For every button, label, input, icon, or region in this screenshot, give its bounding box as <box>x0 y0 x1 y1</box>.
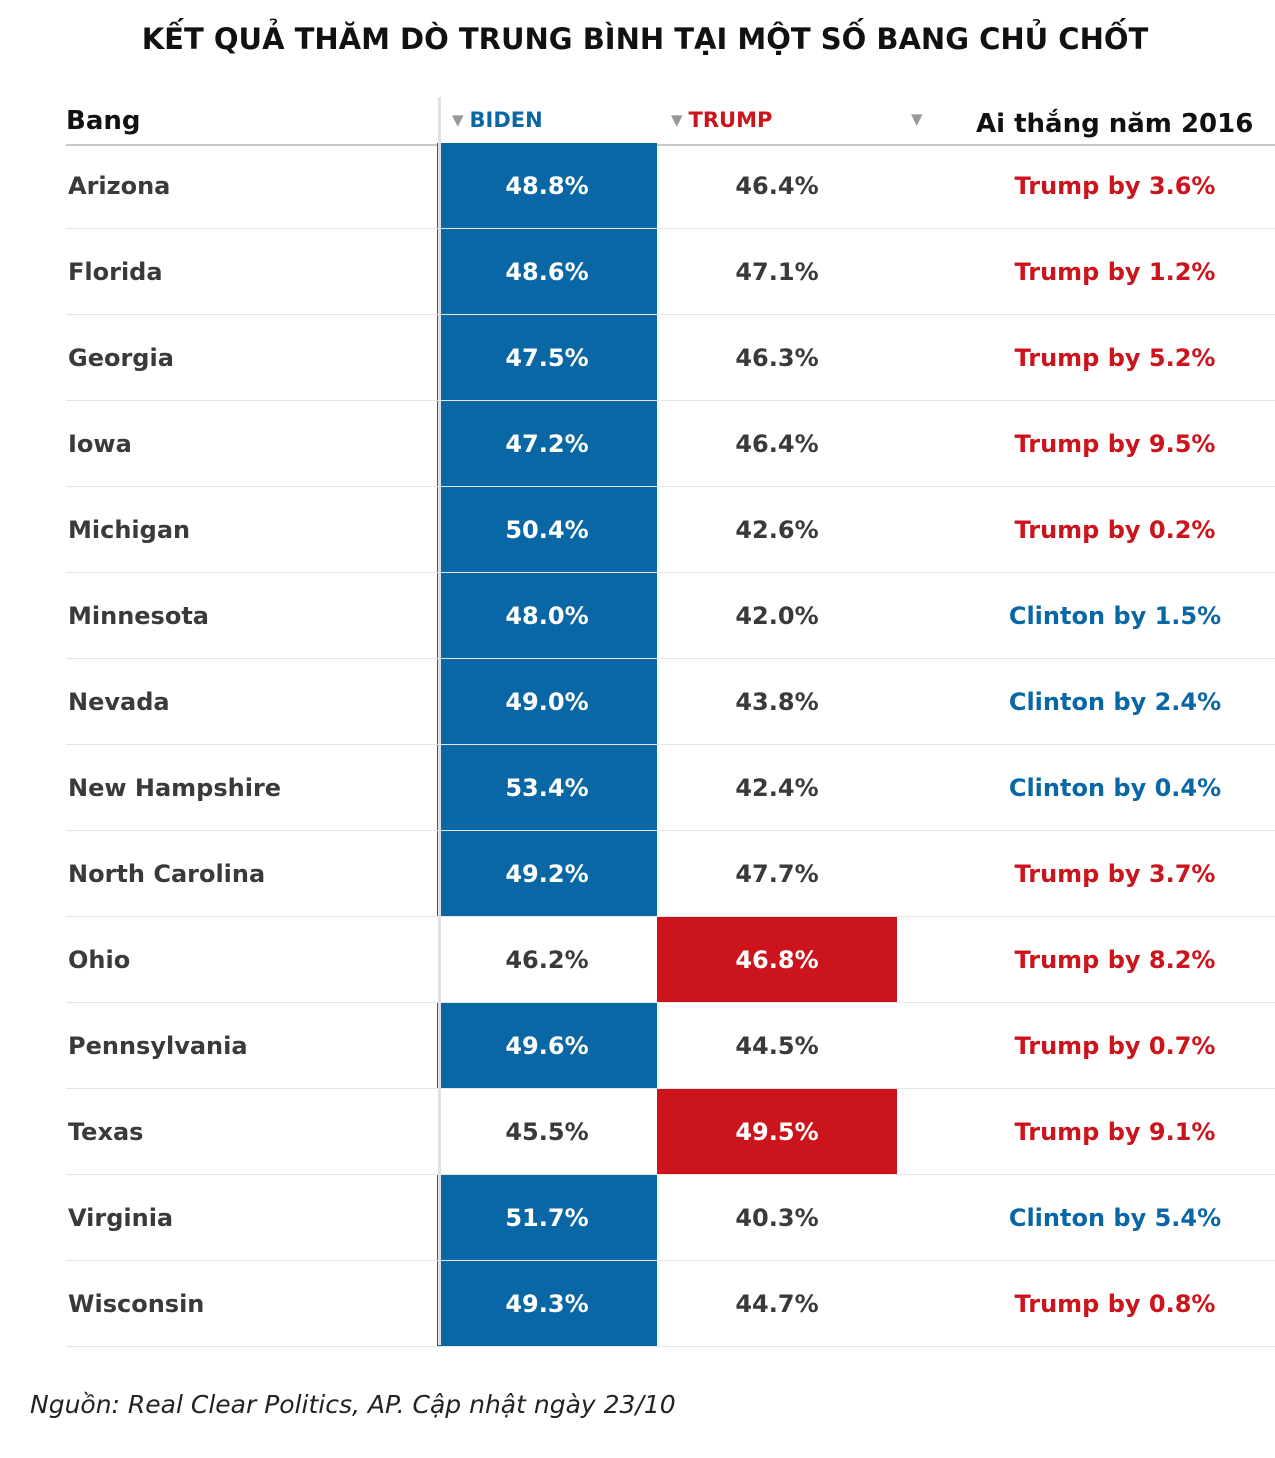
biden-value-cell: 49.2% <box>437 831 657 917</box>
biden-value-cell: 53.4% <box>437 745 657 831</box>
state-cell: Ohio <box>68 946 131 974</box>
trump-value-cell: 46.3% <box>735 344 819 372</box>
row-divider <box>66 916 1275 917</box>
won-2016-cell: Trump by 8.2% <box>1014 946 1216 974</box>
state-cell: Wisconsin <box>68 1290 205 1318</box>
table-row: Nevada 49.0% 43.8% Clinton by 2.4% <box>0 659 1275 745</box>
table-row: North Carolina 49.2% 47.7% Trump by 3.7% <box>0 831 1275 917</box>
table-row: Minnesota 48.0% 42.0% Clinton by 1.5% <box>0 573 1275 659</box>
won-2016-cell: Clinton by 1.5% <box>1008 602 1222 630</box>
biden-value-cell: 49.6% <box>437 1003 657 1089</box>
trump-value-cell: 49.5% <box>657 1089 897 1175</box>
table-row: Iowa 47.2% 46.4% Trump by 9.5% <box>0 401 1275 487</box>
table-row: Texas 45.5% 49.5% Trump by 9.1% <box>0 1089 1275 1175</box>
row-divider <box>66 572 1275 573</box>
sort-trump-icon[interactable]: ▼ <box>671 111 683 129</box>
state-cell: North Carolina <box>68 860 266 888</box>
won-2016-cell: Trump by 9.5% <box>1014 430 1216 458</box>
state-cell: Virginia <box>68 1204 174 1232</box>
table-row: Arizona 48.8% 46.4% Trump by 3.6% <box>0 143 1275 229</box>
state-cell: Nevada <box>68 688 170 716</box>
table-row: Florida 48.6% 47.1% Trump by 1.2% <box>0 229 1275 315</box>
trump-value-cell: 44.7% <box>735 1290 819 1318</box>
biden-value-cell: 47.5% <box>437 315 657 401</box>
trump-value-cell: 47.7% <box>735 860 819 888</box>
row-divider <box>66 400 1275 401</box>
state-cell: Georgia <box>68 344 174 372</box>
table-row: Virginia 51.7% 40.3% Clinton by 5.4% <box>0 1175 1275 1261</box>
table-row: Pennsylvania 49.6% 44.5% Trump by 0.7% <box>0 1003 1275 1089</box>
header-biden[interactable]: ▼ BIDEN <box>452 108 543 132</box>
table-row: Michigan 50.4% 42.6% Trump by 0.2% <box>0 487 1275 573</box>
row-divider <box>66 658 1275 659</box>
row-divider <box>66 1088 1275 1089</box>
state-cell: New Hampshire <box>68 774 282 802</box>
row-divider <box>66 1260 1275 1261</box>
trump-value-cell: 44.5% <box>735 1032 819 1060</box>
row-divider <box>66 486 1275 487</box>
state-cell: Iowa <box>68 430 132 458</box>
table-row: Wisconsin 49.3% 44.7% Trump by 0.8% <box>0 1261 1275 1347</box>
table-header: Bang ▼ BIDEN ▼ TRUMP ▼ Ai thắng năm 2016 <box>0 100 1275 148</box>
won-2016-cell: Trump by 0.2% <box>1014 516 1216 544</box>
trump-value-cell: 46.8% <box>657 917 897 1003</box>
header-biden-label: BIDEN <box>469 108 543 132</box>
sort-biden-icon[interactable]: ▼ <box>452 111 464 129</box>
biden-value-cell: 45.5% <box>505 1118 589 1146</box>
biden-value-cell: 49.3% <box>437 1261 657 1347</box>
state-cell: Pennsylvania <box>68 1032 248 1060</box>
state-cell: Florida <box>68 258 163 286</box>
row-divider <box>66 1002 1275 1003</box>
won-2016-cell: Trump by 1.2% <box>1014 258 1216 286</box>
header-won-2016[interactable]: Ai thắng năm 2016 <box>976 109 1254 139</box>
table-row: Georgia 47.5% 46.3% Trump by 5.2% <box>0 315 1275 401</box>
row-divider <box>66 830 1275 831</box>
chart-title: KẾT QUẢ THĂM DÒ TRUNG BÌNH TẠI MỘT SỐ BA… <box>141 22 1149 56</box>
biden-value-cell: 48.8% <box>437 143 657 229</box>
biden-value-cell: 50.4% <box>437 487 657 573</box>
source-note: Nguồn: Real Clear Politics, AP. Cập nhật… <box>30 1390 676 1419</box>
state-cell: Michigan <box>68 516 191 544</box>
won-2016-cell: Clinton by 0.4% <box>1008 774 1222 802</box>
trump-value-cell: 42.6% <box>735 516 819 544</box>
header-trump-label: TRUMP <box>688 108 773 132</box>
row-divider <box>66 1174 1275 1175</box>
row-divider <box>66 744 1275 745</box>
header-divider <box>66 144 1275 146</box>
won-2016-cell: Clinton by 2.4% <box>1008 688 1222 716</box>
state-cell: Minnesota <box>68 602 209 630</box>
header-state[interactable]: Bang <box>66 106 141 136</box>
trump-value-cell: 42.0% <box>735 602 819 630</box>
won-2016-cell: Trump by 0.7% <box>1014 1032 1216 1060</box>
biden-value-cell: 46.2% <box>505 946 589 974</box>
trump-value-cell: 46.4% <box>735 430 819 458</box>
biden-value-cell: 48.0% <box>437 573 657 659</box>
biden-value-cell: 49.0% <box>437 659 657 745</box>
won-2016-cell: Trump by 3.7% <box>1014 860 1216 888</box>
sort-won-icon[interactable]: ▼ <box>911 110 923 128</box>
table-row: Ohio 46.2% 46.8% Trump by 8.2% <box>0 917 1275 1003</box>
biden-value-cell: 47.2% <box>437 401 657 487</box>
row-divider <box>66 314 1275 315</box>
won-2016-cell: Trump by 0.8% <box>1014 1290 1216 1318</box>
trump-value-cell: 46.4% <box>735 172 819 200</box>
trump-value-cell: 40.3% <box>735 1204 819 1232</box>
trump-value-cell: 47.1% <box>735 258 819 286</box>
trump-value-cell: 42.4% <box>735 774 819 802</box>
table-row: New Hampshire 53.4% 42.4% Clinton by 0.4% <box>0 745 1275 831</box>
row-divider <box>66 228 1275 229</box>
biden-value-cell: 48.6% <box>437 229 657 315</box>
trump-value-cell: 43.8% <box>735 688 819 716</box>
won-2016-cell: Trump by 3.6% <box>1014 172 1216 200</box>
state-cell: Arizona <box>68 172 171 200</box>
state-cell: Texas <box>68 1118 144 1146</box>
header-trump[interactable]: ▼ TRUMP <box>671 108 772 132</box>
column-divider <box>438 97 441 1345</box>
row-divider <box>66 1346 1275 1347</box>
won-2016-cell: Trump by 9.1% <box>1014 1118 1216 1146</box>
won-2016-cell: Trump by 5.2% <box>1014 344 1216 372</box>
won-2016-cell: Clinton by 5.4% <box>1008 1204 1222 1232</box>
biden-value-cell: 51.7% <box>437 1175 657 1261</box>
